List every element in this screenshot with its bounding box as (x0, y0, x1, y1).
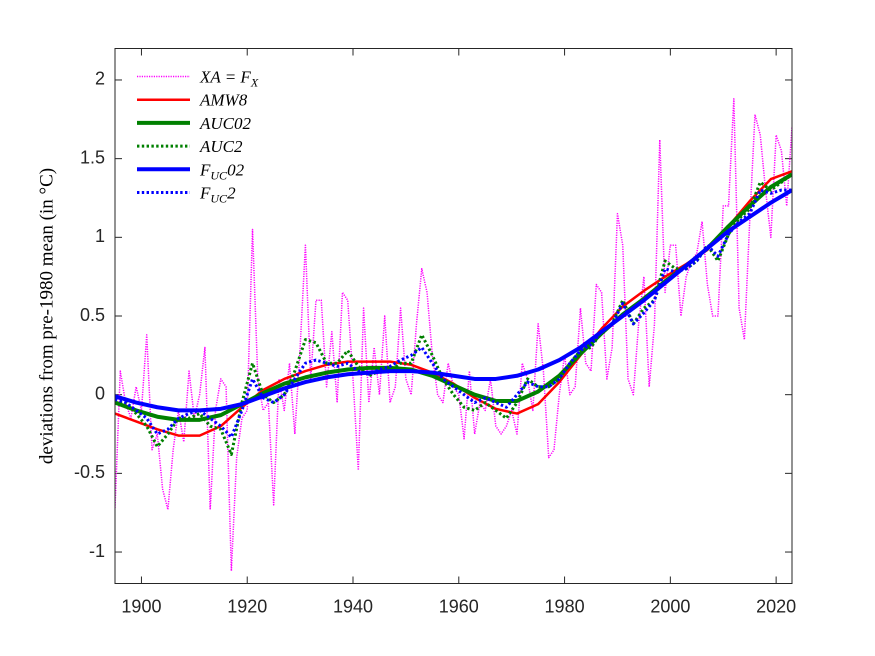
x-tick-label: 2000 (650, 596, 690, 616)
legend-label: FUC02 (199, 160, 245, 182)
y-tick-label: 2 (95, 69, 105, 89)
y-tick-label: -0.5 (74, 462, 105, 482)
plot-area (115, 48, 792, 584)
legend-label: AUC2 (199, 137, 243, 156)
y-tick-label: 1.5 (80, 147, 105, 167)
x-tick-label: 1960 (439, 596, 479, 616)
y-tick-label: -1 (89, 541, 105, 561)
legend-label: AMW8 (199, 91, 248, 110)
y-tick-label: 0.5 (80, 305, 105, 325)
data-line (115, 173, 792, 456)
x-tick-label: 1980 (545, 596, 585, 616)
x-tick-label: 1920 (227, 596, 267, 616)
legend-label: XA = FX (199, 68, 259, 90)
y-tick-label: 1 (95, 226, 105, 246)
legend-label: AUC02 (199, 114, 252, 133)
x-tick-label: 1940 (333, 596, 373, 616)
legend-label: FUC2 (199, 184, 236, 206)
x-tick-label: 1900 (121, 596, 161, 616)
y-tick-label: 0 (95, 383, 105, 403)
x-tick-label: 2020 (756, 596, 796, 616)
axes-box (114, 48, 793, 584)
y-axis-label: deviations from pre-1980 mean (in °C) (36, 168, 57, 464)
data-line (115, 188, 792, 413)
